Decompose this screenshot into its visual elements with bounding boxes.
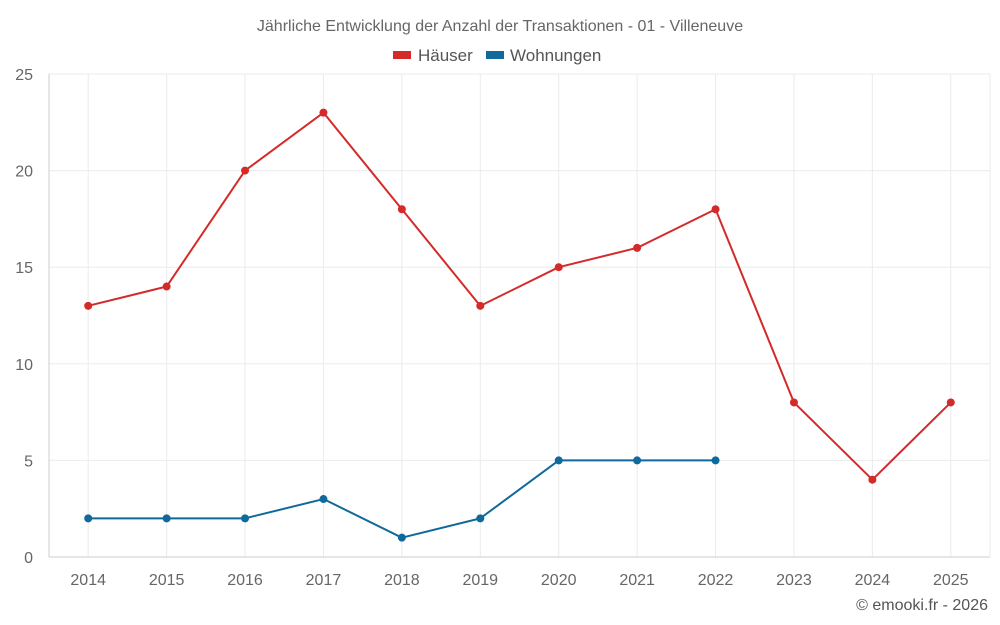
credit-text: © emooki.fr - 2026 [856, 597, 988, 614]
y-tick-label: 25 [15, 67, 33, 84]
x-tick-label: 2017 [306, 572, 342, 589]
series-line-haeuser [87, 111, 952, 481]
data-point-wohnungen-2019[interactable] [476, 514, 485, 523]
x-tick-label: 2022 [698, 572, 734, 589]
legend: Häuser Wohnungen [393, 46, 601, 65]
data-point-haeuser-2019[interactable] [476, 301, 485, 310]
data-point-haeuser-2018[interactable] [397, 205, 406, 214]
data-point-haeuser-2015[interactable] [162, 282, 171, 291]
legend-item-haeuser[interactable]: Häuser [393, 46, 473, 65]
x-tick-label: 2018 [384, 572, 420, 589]
y-tick-label: 5 [24, 453, 33, 470]
x-tick-label: 2016 [227, 572, 263, 589]
x-tick-label: 2019 [462, 572, 498, 589]
x-tick-label: 2025 [933, 572, 969, 589]
data-point-haeuser-2021[interactable] [633, 243, 642, 252]
data-point-haeuser-2025[interactable] [946, 398, 955, 407]
x-tick-label: 2024 [855, 572, 891, 589]
data-point-wohnungen-2021[interactable] [633, 456, 642, 465]
x-tick-label: 2020 [541, 572, 577, 589]
legend-label-haeuser: Häuser [418, 46, 473, 65]
x-tick-label: 2021 [619, 572, 655, 589]
data-point-wohnungen-2022[interactable] [711, 456, 720, 465]
data-point-wohnungen-2015[interactable] [162, 514, 171, 523]
grid [49, 73, 990, 557]
data-point-wohnungen-2017[interactable] [319, 495, 328, 504]
legend-swatch-wohnungen [486, 51, 504, 59]
y-tick-label: 0 [24, 550, 33, 567]
data-point-haeuser-2014[interactable] [84, 301, 93, 310]
legend-swatch-haeuser [393, 51, 411, 59]
data-point-haeuser-2016[interactable] [241, 166, 250, 175]
y-tick-label: 15 [15, 260, 33, 277]
x-tick-label: 2015 [149, 572, 185, 589]
legend-item-wohnungen[interactable]: Wohnungen [486, 46, 601, 65]
y-tick-label: 10 [15, 357, 33, 374]
x-tick-label: 2014 [70, 572, 106, 589]
data-point-haeuser-2024[interactable] [868, 475, 877, 484]
data-point-wohnungen-2014[interactable] [84, 514, 93, 523]
data-point-wohnungen-2020[interactable] [554, 456, 563, 465]
data-point-haeuser-2022[interactable] [711, 205, 720, 214]
y-tick-label: 20 [15, 164, 33, 181]
data-point-wohnungen-2018[interactable] [397, 533, 406, 542]
data-point-haeuser-2017[interactable] [319, 108, 328, 117]
series [84, 108, 955, 542]
legend-label-wohnungen: Wohnungen [510, 46, 601, 65]
x-tick-label: 2023 [776, 572, 812, 589]
data-point-haeuser-2023[interactable] [789, 398, 798, 407]
data-point-wohnungen-2016[interactable] [241, 514, 250, 523]
chart-title: Jährliche Entwicklung der Anzahl der Tra… [257, 18, 743, 35]
data-point-haeuser-2020[interactable] [554, 263, 563, 272]
